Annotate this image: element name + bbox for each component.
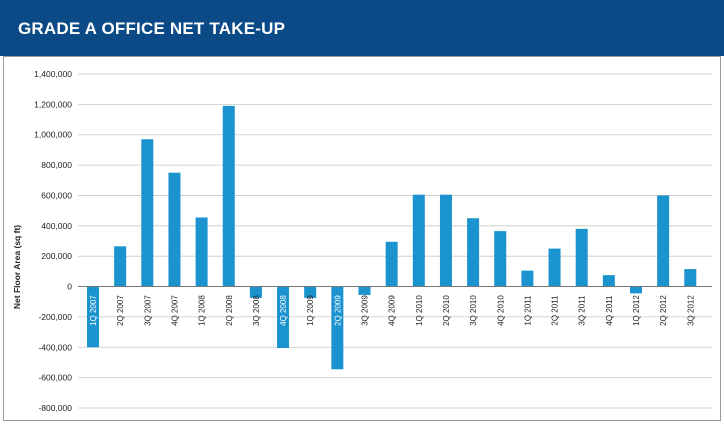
bar <box>141 139 154 287</box>
bar <box>575 228 588 287</box>
x-tick-label: 1Q 2009 <box>306 295 315 326</box>
bar <box>277 286 290 349</box>
header-bar: GRADE A OFFICE NET TAKE-UP <box>0 0 724 56</box>
bar <box>195 217 208 287</box>
x-tick-label: 2Q 2007 <box>116 295 125 326</box>
x-tick-label: 4Q 2009 <box>388 295 397 326</box>
gridlines <box>78 73 712 409</box>
x-axis-labels: 1Q 2007 2Q 2007 3Q 2007 4Q 2007 1Q 2008 2Q 20… <box>89 295 695 326</box>
x-tick-label: 2Q 2011 <box>551 295 560 326</box>
y-tick-label: 800,000 <box>41 160 72 170</box>
y-axis-label: Net Floor Area (sq ft) <box>12 225 22 309</box>
bar <box>521 270 534 287</box>
y-tick-label: -600,000 <box>38 373 72 383</box>
x-tick-label: 4Q 2007 <box>170 295 179 326</box>
bar <box>467 218 480 287</box>
bar <box>494 231 507 287</box>
x-tick-label: 2Q 2012 <box>659 295 668 326</box>
y-tick-label: 1,400,000 <box>34 69 72 79</box>
y-tick-label: -800,000 <box>38 403 72 413</box>
bar <box>222 105 235 287</box>
bar <box>657 195 670 287</box>
bar <box>114 246 127 287</box>
x-tick-label: 3Q 2011 <box>578 295 587 326</box>
chart-title: GRADE A OFFICE NET TAKE-UP <box>18 19 286 38</box>
x-tick-label: 2Q 2009 <box>333 295 342 326</box>
bar <box>249 286 262 298</box>
x-tick-label: 1Q 2008 <box>198 295 207 326</box>
x-tick-label: 3Q 2008 <box>252 295 261 326</box>
y-axis-ticks: 1,400,000 1,200,000 1,000,000 800,000 600,00… <box>34 69 72 413</box>
x-tick-label: 2Q 2008 <box>225 295 234 326</box>
y-tick-label: 0 <box>67 282 72 292</box>
x-tick-label: 1Q 2012 <box>632 295 641 326</box>
bar <box>684 269 697 287</box>
bars <box>87 105 697 370</box>
y-tick-label: 600,000 <box>41 190 72 200</box>
bar <box>168 172 181 287</box>
y-tick-label: 1,200,000 <box>34 99 72 109</box>
chart-frame: 1,400,000 1,200,000 1,000,000 800,000 600,00… <box>3 56 721 421</box>
bar <box>304 286 317 298</box>
x-tick-label: 3Q 2007 <box>143 295 152 326</box>
bar <box>602 275 615 287</box>
y-tick-label: 1,000,000 <box>34 130 72 140</box>
x-tick-label: 2Q 2010 <box>442 295 451 326</box>
bar <box>87 286 99 348</box>
bar <box>358 286 371 295</box>
bar <box>548 248 561 287</box>
x-tick-label: 4Q 2010 <box>496 295 505 326</box>
bar-chart: 1,400,000 1,200,000 1,000,000 800,000 600,00… <box>12 69 712 413</box>
y-tick-label: 400,000 <box>41 221 72 231</box>
x-tick-label: 1Q 2011 <box>523 295 532 326</box>
bar <box>331 286 344 370</box>
x-tick-label: 1Q 2010 <box>415 295 424 326</box>
bar <box>439 194 452 287</box>
x-tick-label: 4Q 2011 <box>605 295 614 326</box>
x-tick-label: 4Q 2008 <box>279 295 288 326</box>
x-tick-label: 1Q 2007 <box>89 295 98 326</box>
y-tick-label: 200,000 <box>41 251 72 261</box>
bar <box>630 286 642 294</box>
y-tick-label: -200,000 <box>38 312 72 322</box>
bar <box>412 194 425 287</box>
x-tick-label: 3Q 2012 <box>686 295 695 326</box>
x-tick-label: 3Q 2010 <box>469 295 478 326</box>
y-tick-label: -400,000 <box>38 342 72 352</box>
x-tick-label: 3Q 2009 <box>361 295 370 326</box>
bar <box>385 241 398 287</box>
